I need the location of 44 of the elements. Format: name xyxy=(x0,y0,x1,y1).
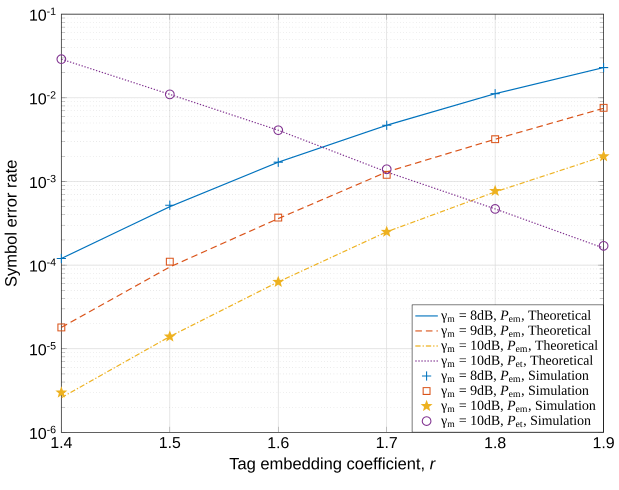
point xyxy=(57,324,66,332)
y-tick-label: 10$^{-4}$ xyxy=(30,258,56,272)
point xyxy=(164,90,175,100)
point xyxy=(490,88,500,99)
y-tick-label: 10$^{-1}$ xyxy=(30,8,56,21)
x-tick-label: 1.6 xyxy=(268,437,289,448)
x-axis-title: Tag embedding coefficient, r xyxy=(230,457,436,473)
point xyxy=(598,62,609,73)
point xyxy=(382,170,391,179)
point xyxy=(56,253,66,264)
legend-label: γ$_{m}$ = 10dB, P$_{em}$, Theoretical xyxy=(441,340,598,353)
legend-label: γ$_{m}$ = 10dB, P$_{et}$, Simulation xyxy=(441,415,591,428)
point xyxy=(164,331,175,342)
y-axis-title: Symbol error rate xyxy=(4,160,20,286)
point xyxy=(273,276,284,286)
point xyxy=(490,186,500,196)
point xyxy=(166,258,174,266)
point xyxy=(164,200,175,210)
point xyxy=(273,125,284,136)
point xyxy=(273,157,284,168)
legend-label: γ$_{m}$ = 9dB, P$_{em}$, Theoretical xyxy=(441,325,591,338)
point xyxy=(598,241,608,251)
point xyxy=(382,226,392,236)
point xyxy=(491,135,500,144)
legend-label: γ$_{m}$ = 8dB, P$_{em}$, Simulation xyxy=(441,370,589,383)
point xyxy=(274,214,282,222)
legend-label: γ$_{m}$ = 9dB, P$_{em}$, Simulation xyxy=(441,385,589,398)
point xyxy=(382,120,392,130)
y-tick-label: 10$^{-2}$ xyxy=(30,91,56,105)
legend-label: γ$_{m}$ = 10dB, P$_{em}$, Simulation xyxy=(441,400,596,413)
x-tick-label: 1.8 xyxy=(485,437,506,448)
point xyxy=(56,54,66,64)
y-tick-label: 10$^{-5}$ xyxy=(30,342,56,356)
point xyxy=(490,204,500,214)
x-tick-label: 1.4 xyxy=(52,437,72,448)
legend-label: γ$_{m}$ = 8dB, P$_{em}$, Theoretical xyxy=(441,310,591,323)
y-tick-label: 10$^{-3}$ xyxy=(30,174,56,188)
point xyxy=(56,387,66,397)
x-tick-label: 1.7 xyxy=(376,437,397,448)
point xyxy=(600,104,608,112)
legend-label: γ$_{m}$ = 10dB, P$_{et}$, Theoretical xyxy=(441,355,593,368)
x-tick-label: 1.9 xyxy=(594,437,614,448)
point xyxy=(382,164,392,174)
x-tick-label: 1.5 xyxy=(160,437,180,448)
